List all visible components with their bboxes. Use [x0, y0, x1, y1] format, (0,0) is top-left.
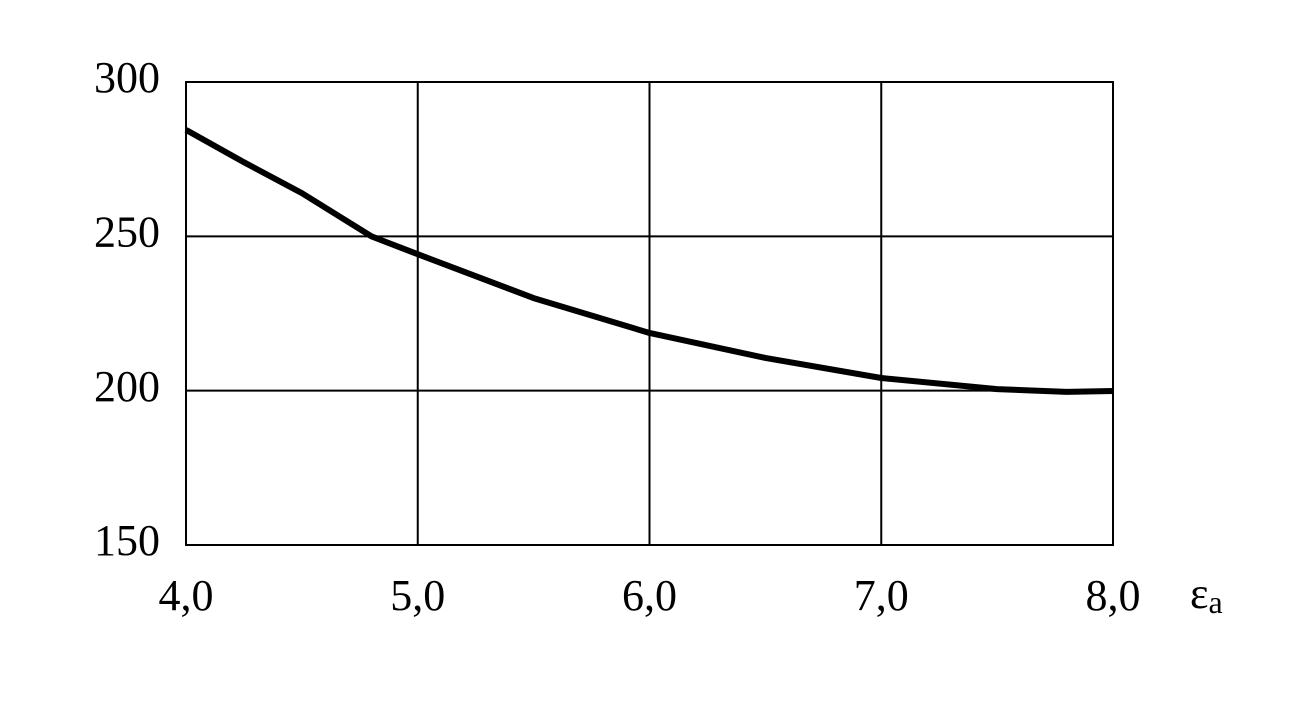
y-tick-label: 300 — [94, 53, 160, 102]
y-tick-label: 250 — [94, 207, 160, 256]
y-tick-label: 150 — [94, 516, 160, 565]
x-tick-label: 6,0 — [622, 571, 677, 620]
data-line — [184, 127, 1114, 395]
x-tick-label: 5,0 — [390, 571, 445, 620]
x-tick-label: 4,0 — [159, 571, 214, 620]
y-tick-label: 200 — [94, 362, 160, 411]
x-label-subscript: a — [1208, 584, 1222, 620]
x-label-symbol: ε — [1190, 569, 1208, 618]
x-tick-label: 7,0 — [854, 571, 909, 620]
x-tick-label: 8,0 — [1086, 571, 1141, 620]
x-axis-label: εa — [1190, 569, 1223, 620]
